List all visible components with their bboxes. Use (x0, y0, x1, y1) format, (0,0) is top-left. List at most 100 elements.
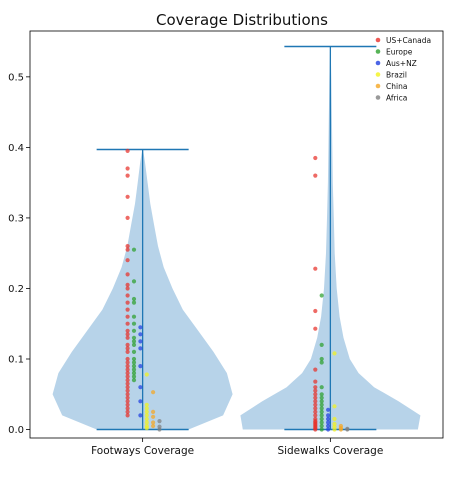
data-point (125, 371, 130, 376)
legend-label: Brazil (386, 71, 407, 80)
data-point (151, 409, 156, 414)
data-point (125, 349, 130, 354)
data-point (131, 296, 137, 302)
data-point (319, 385, 324, 390)
data-point (131, 349, 137, 354)
data-point (313, 409, 318, 414)
legend-marker (375, 95, 381, 100)
data-point (144, 409, 149, 414)
data-point (131, 367, 137, 372)
data-point (138, 332, 143, 337)
data-point (125, 258, 130, 263)
legend: US+Canada Europe Aus+NZ Brazil China Africa (375, 36, 431, 103)
data-point (131, 328, 137, 333)
data-point (313, 173, 318, 178)
data-point (131, 342, 137, 347)
data-point (319, 423, 324, 429)
chart-title: Coverage Distributions (156, 11, 328, 29)
data-point (319, 342, 324, 347)
data-point (125, 314, 130, 319)
legend-marker (375, 49, 381, 54)
data-point (319, 360, 324, 365)
legend-label: Europe (386, 48, 413, 57)
data-point (144, 372, 149, 377)
data-point (144, 402, 149, 407)
data-point (319, 427, 324, 432)
data-point (125, 282, 130, 287)
data-point (125, 194, 130, 199)
data-point (125, 409, 130, 414)
data-point (125, 356, 130, 362)
data-point (144, 416, 149, 422)
data-point (131, 314, 137, 319)
data-point (157, 427, 162, 432)
data-point (332, 351, 337, 356)
data-point (125, 367, 130, 372)
data-point (125, 173, 130, 178)
data-point (125, 385, 130, 390)
y-tick-label: 0.4 (8, 143, 24, 154)
data-point (326, 427, 331, 432)
data-point (125, 215, 130, 220)
data-point (131, 356, 137, 362)
data-point (138, 399, 143, 404)
data-point (131, 378, 137, 383)
data-point (131, 339, 137, 344)
data-point (125, 360, 130, 365)
data-point (125, 402, 130, 407)
data-point (313, 392, 318, 397)
data-point (319, 392, 324, 397)
data-point (125, 272, 130, 277)
data-point (131, 279, 137, 284)
data-point (125, 328, 130, 333)
plot-area (52, 45, 421, 432)
data-point (313, 413, 318, 418)
data-point (125, 307, 130, 312)
data-point (319, 293, 324, 298)
data-point (125, 413, 130, 418)
legend-label: China (386, 82, 407, 91)
y-tick-label: 0.1 (8, 354, 24, 365)
data-point (151, 423, 156, 429)
data-point (144, 413, 149, 418)
data-point (326, 413, 331, 418)
data-point (131, 335, 137, 340)
data-point (313, 266, 318, 271)
data-point (131, 247, 137, 252)
plot-frame (29, 30, 444, 439)
data-point (345, 427, 350, 432)
legend-marker (375, 60, 381, 66)
data-point (125, 293, 130, 298)
data-point (138, 385, 143, 390)
data-point (138, 364, 143, 369)
x-tick-label: Sidewalks Coverage (277, 445, 383, 457)
data-point (125, 244, 130, 249)
data-point (313, 406, 318, 411)
data-point (319, 420, 324, 425)
data-point (338, 427, 343, 432)
data-point (313, 388, 318, 393)
data-point (332, 416, 337, 422)
data-point (125, 378, 130, 383)
data-point (313, 155, 318, 161)
data-point (125, 286, 130, 291)
data-point (313, 385, 318, 390)
data-point (125, 166, 130, 171)
data-point (319, 416, 324, 422)
data-point (125, 388, 130, 393)
data-point (144, 406, 149, 411)
data-point (326, 416, 331, 422)
legend-marker (375, 72, 381, 77)
data-point (125, 148, 130, 153)
data-point (313, 326, 318, 331)
data-point (125, 346, 130, 351)
x-tick-label: Footways Coverage (91, 445, 194, 457)
legend-label: Africa (386, 94, 407, 103)
data-point (319, 409, 324, 414)
data-point (319, 356, 324, 362)
data-point (138, 339, 143, 344)
data-point (319, 402, 324, 407)
data-point (131, 364, 137, 369)
